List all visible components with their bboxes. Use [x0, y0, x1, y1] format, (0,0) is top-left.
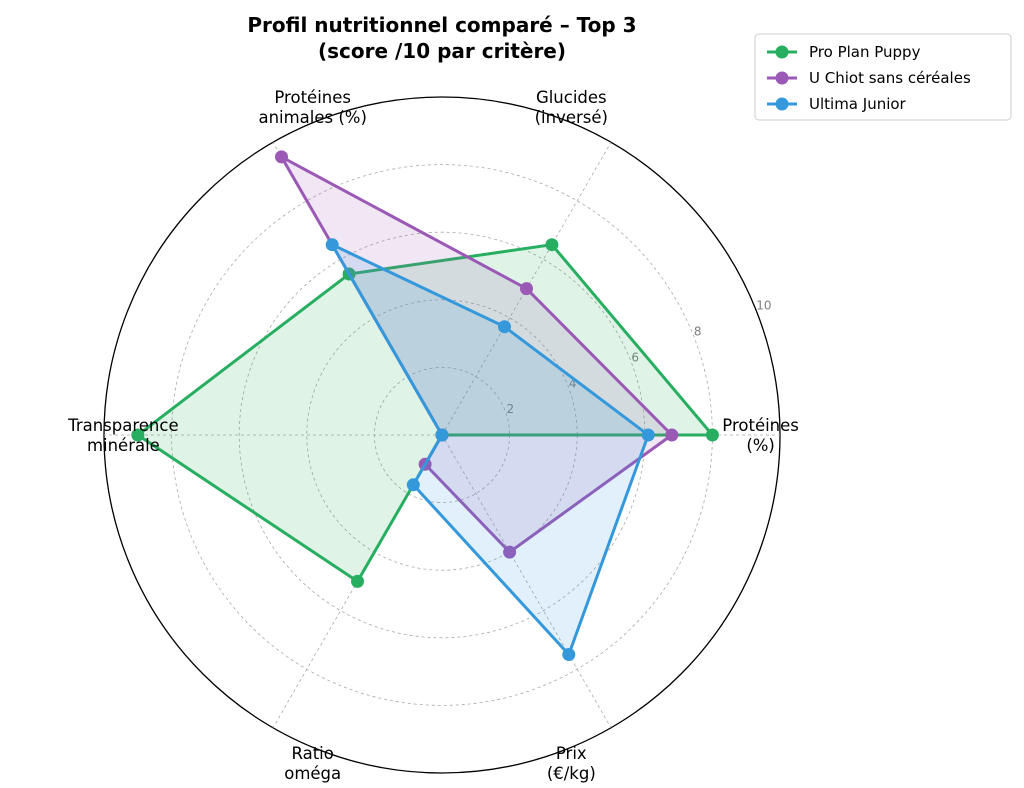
data-point [545, 238, 559, 252]
data-point [325, 238, 339, 252]
axis-label: (€/kg) [547, 764, 596, 783]
legend-frame [754, 33, 1012, 121]
data-point [435, 428, 449, 442]
data-point [498, 320, 511, 334]
radial-tick-label: 10 [756, 299, 771, 313]
data-point [131, 428, 145, 442]
axis-label: Protéines [722, 416, 799, 435]
series-fill [332, 244, 649, 655]
axis-label: oméga [284, 764, 341, 783]
legend-item: Pro Plan Puppy [767, 43, 921, 61]
legend-swatch-marker [775, 45, 789, 59]
axis-label: Protéines [274, 88, 351, 107]
legend-label: U Chiot sans céréales [809, 69, 971, 87]
radial-tick-label: 2 [506, 402, 514, 416]
axis-label: Prix [556, 744, 587, 763]
axis-label: Ratio [292, 744, 334, 763]
grid-spoke [441, 434, 612, 728]
data-point [641, 428, 655, 442]
data-point [406, 478, 420, 492]
data-point [705, 428, 719, 442]
data-point [275, 150, 288, 164]
data-point [562, 648, 576, 661]
series-fill [137, 244, 713, 582]
data-point [351, 574, 364, 588]
legend-item: Ultima Junior [767, 95, 907, 113]
axis-labels: Protéines(%)Glucides(inversé)Protéinesan… [67, 88, 799, 783]
radial-tick-label: 8 [694, 325, 702, 339]
legend-label: Ultima Junior [809, 95, 907, 113]
chart-title: Profil nutritionnel comparé – Top 3 (sco… [247, 13, 636, 63]
legend-label: Pro Plan Puppy [809, 43, 921, 61]
axis-label: minérale [87, 436, 160, 455]
axis-label: (inversé) [535, 108, 608, 127]
data-point [665, 428, 679, 442]
axis-label: Glucides [536, 88, 607, 107]
chart-title-line-1: Profil nutritionnel comparé – Top 3 [247, 13, 636, 37]
legend-swatch-marker [775, 97, 789, 111]
axis-label: animales (%) [258, 108, 366, 127]
series-3 [325, 238, 655, 661]
chart-title-line-2: (score /10 par critère) [318, 39, 566, 63]
axis-label: (%) [746, 436, 775, 455]
data-point [520, 282, 533, 296]
legend: Pro Plan Puppy U Chiot sans céréales Ultim… [754, 33, 1012, 121]
data-point [503, 545, 517, 559]
legend-swatch-marker [775, 71, 789, 85]
series-fill [281, 156, 672, 553]
radial-tick-label: 6 [631, 350, 639, 364]
axis-label: Transparence [67, 416, 178, 435]
series-layer [131, 150, 719, 661]
legend-item: U Chiot sans céréales [767, 69, 971, 87]
radial-ticks: 2 4 6 8 10 [506, 299, 771, 416]
radial-tick-label: 4 [569, 376, 577, 390]
